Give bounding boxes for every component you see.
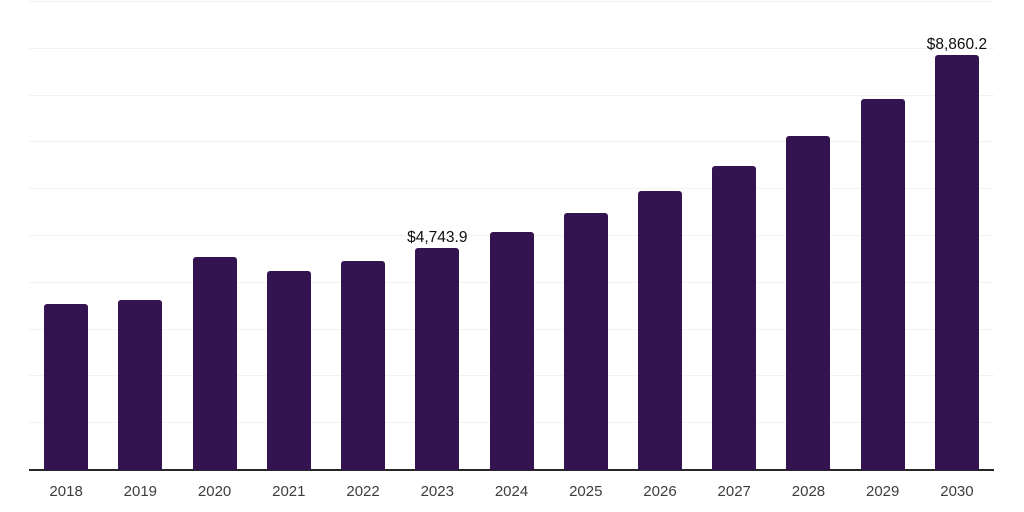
x-tick-label-2022: 2022 <box>346 483 380 500</box>
bar-slot-2021 <box>252 2 326 470</box>
x-tick-label-2021: 2021 <box>272 483 306 500</box>
bar-slot-2018 <box>29 2 103 470</box>
gridline-7000 <box>29 141 994 143</box>
bar-2027[interactable] <box>712 166 757 470</box>
bar-slot-2023: $4,743.9 <box>400 2 474 470</box>
x-tick-label-2018: 2018 <box>49 483 83 500</box>
bar-2020[interactable] <box>192 257 237 470</box>
bar-2030[interactable]: $8,860.2 <box>927 37 987 470</box>
bar-slot-2022 <box>326 2 400 470</box>
bar-2023[interactable]: $4,743.9 <box>407 229 467 470</box>
bar-value-label-2023: $4,743.9 <box>407 228 468 246</box>
bar-2024[interactable] <box>489 232 534 470</box>
bar-2026[interactable] <box>637 191 682 470</box>
x-tick-label-2027: 2027 <box>717 483 751 500</box>
bar-slot-2028 <box>771 2 845 470</box>
x-axis-labels: 2018 2019 2020 2021 2022 2023 2024 2025 2026 2027… <box>29 482 994 502</box>
x-tick-label-2029: 2029 <box>866 483 900 500</box>
bar-2019[interactable] <box>118 300 163 470</box>
x-tick-label-2025: 2025 <box>569 483 603 500</box>
bar-2021[interactable] <box>266 271 311 470</box>
bar-slot-2030: $8,860.2 <box>920 2 994 470</box>
x-axis-line <box>29 469 994 471</box>
plot-area: $4,743.9 $8,860.2 <box>29 1 994 471</box>
bar-slot-2019 <box>103 2 177 470</box>
bar-value-label-2030: $8,860.2 <box>926 35 988 53</box>
bar-slot-2027 <box>697 2 771 470</box>
x-tick-label-2023: 2023 <box>420 483 454 500</box>
x-tick-label-2028: 2028 <box>791 483 826 500</box>
x-tick-label-2019: 2019 <box>123 483 158 500</box>
bar-2022[interactable] <box>341 261 386 470</box>
bar-slot-2025 <box>549 2 623 470</box>
gridline-8000 <box>29 94 994 96</box>
bar-2028[interactable] <box>786 135 831 470</box>
gridline-9000 <box>29 47 994 49</box>
x-tick-label-2026: 2026 <box>643 483 677 500</box>
x-tick-label-2030: 2030 <box>940 483 974 500</box>
x-tick-label-2020: 2020 <box>197 483 232 500</box>
bar-slot-2026 <box>623 2 697 470</box>
bars-row: $4,743.9 $8,860.2 <box>29 2 994 470</box>
bar-2018[interactable] <box>44 304 89 470</box>
gridline-6000 <box>29 188 994 190</box>
bar-slot-2020 <box>177 2 251 470</box>
gridline-10000 <box>29 1 994 2</box>
bar-2029[interactable] <box>860 98 905 470</box>
bar-slot-2029 <box>846 2 920 470</box>
bar-slot-2024 <box>474 2 548 470</box>
x-tick-label-2024: 2024 <box>494 483 529 500</box>
bar-2025[interactable] <box>563 213 608 470</box>
